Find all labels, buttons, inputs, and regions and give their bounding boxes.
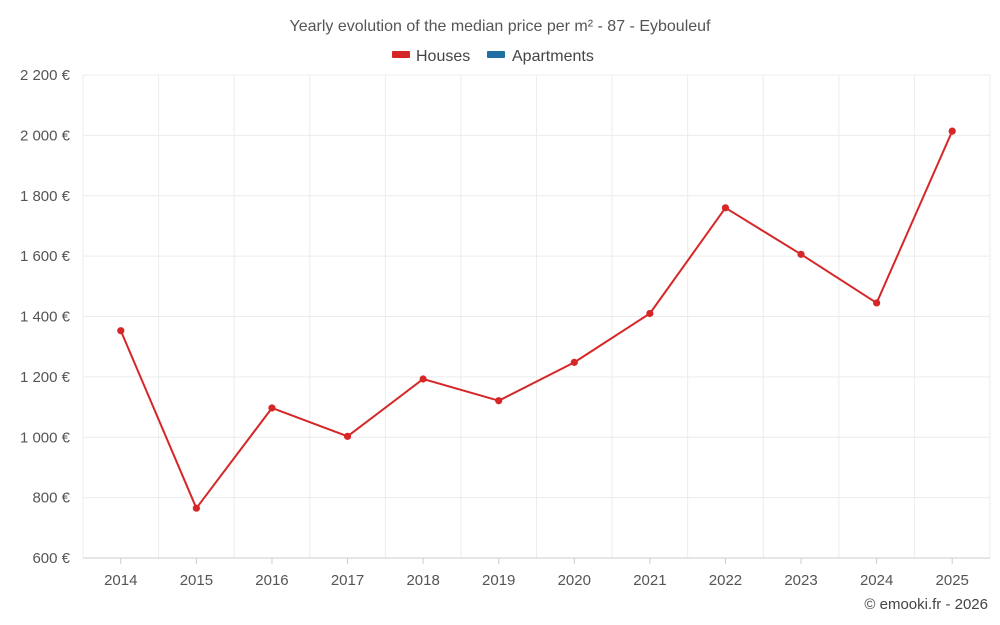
legend-label-houses: Houses	[416, 48, 470, 65]
x-axis-tick-labels: 2014 2015 2016 2017 2018 2019 2020 2021 2022 2023…	[104, 558, 969, 589]
data-point[interactable]	[797, 250, 805, 258]
x-tick-label: 2015	[180, 572, 213, 589]
y-tick-label: 2 000 €	[20, 127, 71, 144]
y-tick-label: 1 800 €	[20, 188, 71, 205]
legend-label-apartments: Apartments	[512, 48, 594, 65]
data-point[interactable]	[495, 397, 503, 405]
x-tick-label: 2023	[784, 572, 817, 589]
data-point[interactable]	[873, 299, 881, 307]
x-tick-label: 2018	[406, 572, 439, 589]
x-tick-label: 2024	[860, 572, 893, 589]
x-tick-label: 2021	[633, 572, 666, 589]
x-tick-label: 2025	[936, 572, 969, 589]
y-tick-label: 2 200 €	[20, 67, 71, 84]
y-tick-label: 1 400 €	[20, 309, 71, 326]
legend-swatch-houses	[392, 51, 410, 58]
data-point[interactable]	[192, 504, 200, 512]
x-tick-label: 2014	[104, 572, 137, 589]
series-line-houses	[119, 130, 954, 510]
legend-swatch-apartments	[487, 51, 505, 58]
chart-title: Yearly evolution of the median price per…	[290, 18, 712, 35]
data-point[interactable]	[117, 327, 125, 335]
data-point[interactable]	[948, 127, 956, 135]
x-gridlines	[82, 75, 991, 558]
y-tick-label: 1 200 €	[20, 369, 71, 386]
legend: Houses Apartments	[392, 48, 594, 65]
data-point[interactable]	[343, 432, 352, 440]
legend-item-apartments[interactable]: Apartments	[487, 48, 594, 65]
x-tick-label: 2019	[482, 572, 515, 589]
credit-text: © emooki.fr - 2026	[864, 596, 988, 613]
x-tick-label: 2020	[558, 572, 591, 589]
y-axis-tick-labels: 600 € 800 € 1 000 € 1 200 € 1 400 € 1 600 € 1 …	[20, 67, 71, 567]
y-tick-label: 600 €	[32, 550, 70, 567]
series-houses	[117, 127, 956, 512]
y-tick-label: 800 €	[32, 490, 70, 507]
x-tick-label: 2017	[331, 572, 364, 589]
y-tick-label: 1 000 €	[20, 429, 71, 446]
data-point[interactable]	[419, 375, 427, 383]
data-point[interactable]	[721, 204, 730, 212]
x-tick-label: 2016	[255, 572, 288, 589]
data-point[interactable]	[570, 358, 578, 366]
data-point[interactable]	[646, 309, 654, 318]
x-tick-label: 2022	[709, 572, 742, 589]
legend-item-houses[interactable]: Houses	[392, 48, 470, 65]
y-tick-label: 1 600 €	[20, 248, 71, 265]
data-point[interactable]	[268, 404, 276, 412]
